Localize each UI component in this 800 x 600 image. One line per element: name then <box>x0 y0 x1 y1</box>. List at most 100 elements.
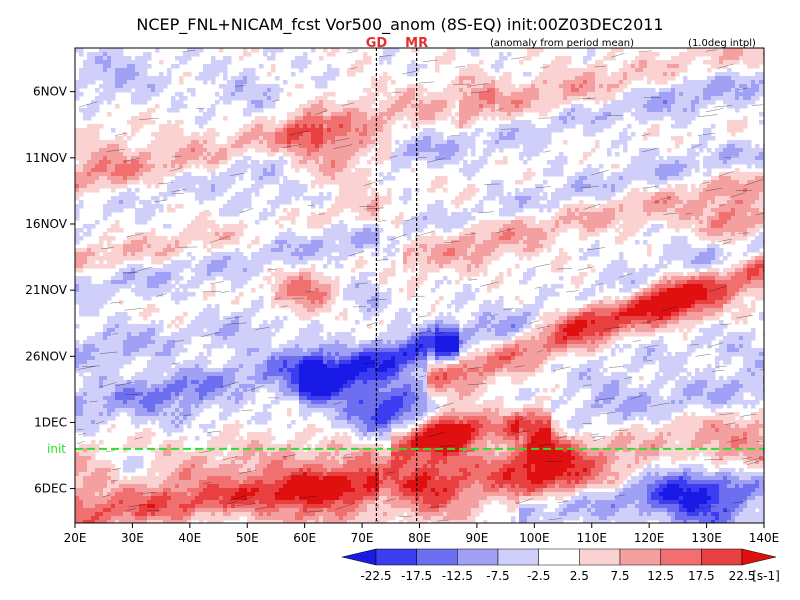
field-cell <box>75 196 80 201</box>
field-cell <box>367 108 372 113</box>
field-cell <box>743 196 748 201</box>
field-cell <box>687 84 692 89</box>
field-cell <box>107 228 112 233</box>
field-cell <box>631 192 636 197</box>
field-cell <box>643 160 648 165</box>
field-cell <box>583 192 588 197</box>
field-cell <box>115 208 120 213</box>
field-cell <box>359 180 364 185</box>
field-cell <box>587 208 592 213</box>
field-cell <box>551 96 556 101</box>
field-cell <box>455 140 460 145</box>
field-cell <box>195 144 200 149</box>
field-cell <box>535 104 540 109</box>
field-cell <box>587 132 592 137</box>
field-cell <box>235 232 240 237</box>
field-cell <box>563 208 568 213</box>
field-cell <box>131 164 136 169</box>
field-cell <box>503 200 508 205</box>
field-cell <box>255 220 260 225</box>
field-cell <box>175 148 180 153</box>
field-cell <box>163 132 168 137</box>
field-cell <box>679 104 684 109</box>
field-cell <box>107 56 112 61</box>
field-cell <box>639 196 644 201</box>
field-cell <box>371 116 376 121</box>
field-cell <box>79 108 84 113</box>
field-cell <box>327 68 332 73</box>
field-cell <box>443 152 448 157</box>
field-cell <box>435 184 440 189</box>
field-cell <box>439 152 444 157</box>
field-cell <box>211 160 216 165</box>
field-cell <box>523 204 528 209</box>
field-cell <box>423 132 428 137</box>
field-cell <box>387 192 392 197</box>
field-cell <box>235 140 240 145</box>
field-cell <box>467 216 472 221</box>
field-cell <box>699 52 704 57</box>
field-cell <box>223 92 228 97</box>
field-cell <box>639 72 644 77</box>
field-cell <box>119 140 124 145</box>
field-cell <box>427 132 432 137</box>
field-cell <box>663 112 668 117</box>
field-cell <box>707 220 712 225</box>
field-cell <box>543 180 548 185</box>
field-cell <box>111 180 116 185</box>
field-cell <box>727 68 732 73</box>
field-cell <box>463 212 468 217</box>
field-cell <box>151 160 156 165</box>
field-cell <box>375 128 380 133</box>
field-cell <box>251 76 256 81</box>
chart-title: NCEP_FNL+NICAM_fcst Vor500_anom (8S-EQ) … <box>136 15 663 35</box>
field-cell <box>695 108 700 113</box>
field-cell <box>439 212 444 217</box>
field-cell <box>191 236 196 241</box>
field-cell <box>523 108 528 113</box>
field-cell <box>175 168 180 173</box>
field-cell <box>563 184 568 189</box>
field-cell <box>463 68 468 73</box>
field-cell <box>291 180 296 185</box>
field-cell <box>467 140 472 145</box>
field-cell <box>751 232 756 237</box>
field-cell <box>111 148 116 153</box>
field-cell <box>283 196 288 201</box>
field-cell <box>207 76 212 81</box>
field-cell <box>323 176 328 181</box>
field-cell <box>371 136 376 141</box>
field-cell <box>371 120 376 125</box>
field-cell <box>135 196 140 201</box>
field-cell <box>631 228 636 233</box>
field-cell <box>723 156 728 161</box>
field-cell <box>631 216 636 221</box>
field-cell <box>499 124 504 129</box>
field-cell <box>699 204 704 209</box>
field-cell <box>463 112 468 117</box>
field-cell <box>711 52 716 57</box>
field-cell <box>687 116 692 121</box>
field-cell <box>199 144 204 149</box>
field-cell <box>555 88 560 93</box>
field-cell <box>519 60 524 65</box>
field-cell <box>243 112 248 117</box>
field-cell <box>263 164 268 169</box>
field-cell <box>443 140 448 145</box>
field-cell <box>387 116 392 121</box>
field-cell <box>687 204 692 209</box>
field-cell <box>543 196 548 201</box>
field-cell <box>251 84 256 89</box>
field-cell <box>143 216 148 221</box>
field-cell <box>747 160 752 165</box>
field-cell <box>739 104 744 109</box>
field-cell <box>419 96 424 101</box>
field-cell <box>355 180 360 185</box>
field-cell <box>383 200 388 205</box>
field-cell <box>559 156 564 161</box>
field-cell <box>395 100 400 105</box>
field-cell <box>251 68 256 73</box>
field-cell <box>427 148 432 153</box>
field-cell <box>151 88 156 93</box>
field-cell <box>135 92 140 97</box>
